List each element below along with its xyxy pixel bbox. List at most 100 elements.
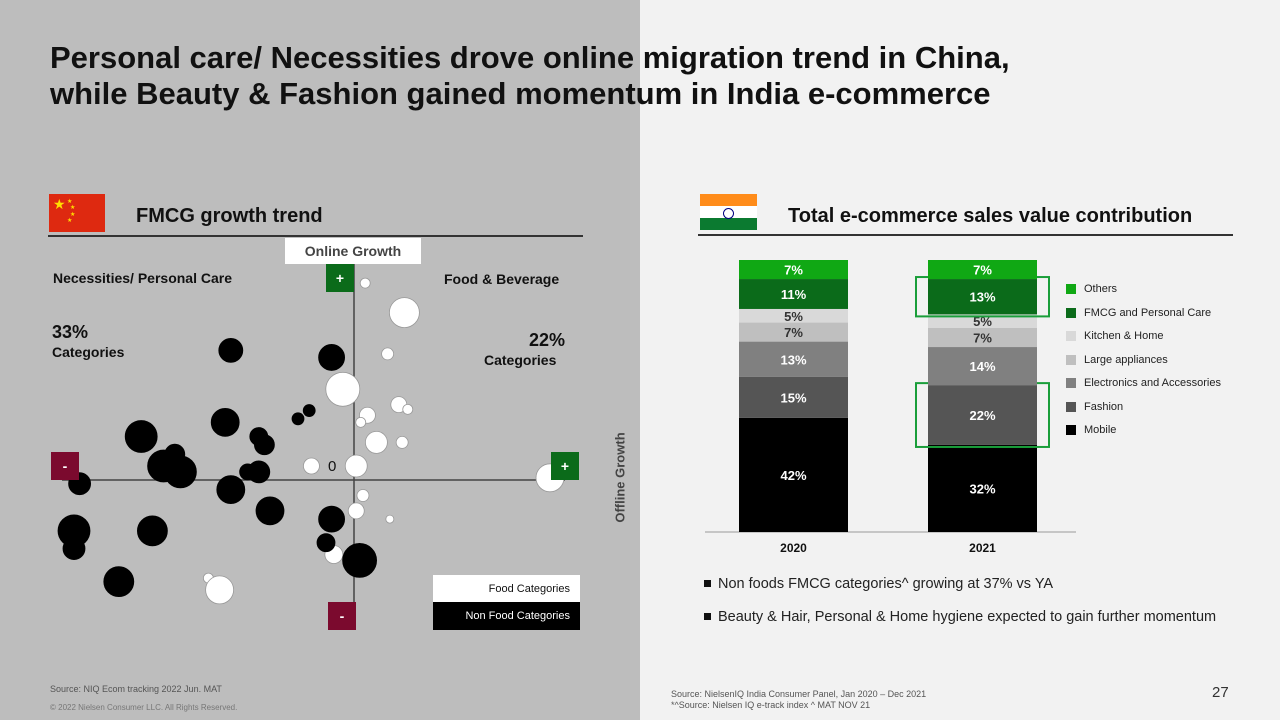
origin-label: 0	[328, 458, 337, 475]
bar-segment-others-2021	[928, 260, 1037, 280]
bar-data-label: 13%	[969, 290, 995, 305]
non-food-category-point	[291, 412, 305, 426]
ecommerce-section-title: Total e-commerce sales value contributio…	[788, 205, 1193, 227]
non-food-category-point	[216, 475, 246, 505]
legend-label: Mobile	[1084, 424, 1117, 436]
right-categories-label: Categories	[484, 352, 557, 368]
bar-segment-electronics-and-accessories-2020	[739, 341, 848, 377]
ecommerce-title-rule	[698, 234, 1233, 236]
food-category-point	[325, 371, 361, 407]
quadrant-right-label: Food & Beverage	[444, 271, 560, 287]
food-category-point	[355, 416, 367, 428]
left-categories-percent: 33%	[52, 322, 89, 342]
bar-data-label: 7%	[784, 325, 803, 340]
non-food-category-point	[302, 404, 316, 417]
bar-data-label: 32%	[969, 481, 995, 496]
bullet-beauty-hair: Beauty & Hair, Personal & Home hygiene e…	[704, 609, 1224, 626]
online-growth-axis-label: Online Growth	[285, 238, 421, 264]
food-category-point	[364, 430, 388, 454]
legend-label: Large appliances	[1084, 353, 1168, 366]
non-food-category-point	[255, 496, 285, 526]
non-food-category-point	[316, 533, 336, 553]
food-category-point	[381, 347, 395, 361]
non-food-category-point	[124, 420, 158, 453]
legend-swatch	[1066, 378, 1076, 388]
bar-segment-large-appliances-2020	[739, 322, 848, 342]
bar-data-label: 7%	[973, 331, 992, 346]
bar-segment-kitchen-home-2020	[739, 308, 848, 323]
food-category-point	[388, 297, 420, 329]
food-category-point	[402, 403, 414, 415]
quadrant-left-label: Necessities/ Personal Care	[53, 270, 232, 286]
food-category-point	[344, 454, 368, 478]
india-source-note: Source: NielsenIQ India Consumer Panel, …	[671, 689, 927, 699]
bar-segment-kitchen-home-2021	[928, 314, 1037, 328]
online-minus-marker: -	[328, 602, 356, 630]
fmcg-title-rule	[48, 235, 583, 237]
non-food-category-point	[62, 537, 86, 560]
legend-item-others: Others	[1066, 283, 1117, 295]
non-food-category-point	[342, 543, 378, 578]
offline-plus-marker: +	[551, 452, 579, 480]
india-source-note-2: *^Source: Nielsen IQ e-track index ^ MAT…	[671, 700, 871, 710]
page-number: 27	[1212, 684, 1229, 701]
food-category-point	[347, 502, 365, 520]
online-plus-marker: +	[326, 264, 354, 292]
legend-swatch	[1066, 284, 1076, 294]
legend-item-fmcg-and-personal-care: FMCG and Personal Care	[1066, 307, 1211, 319]
bar-data-label: 13%	[780, 352, 806, 367]
non-food-category-point	[318, 344, 346, 371]
page-title-line-1: Personal care/ Necessities drove online …	[50, 40, 1010, 75]
bar-segment-mobile-2020	[739, 417, 848, 532]
legend-label: FMCG and Personal Care	[1084, 306, 1212, 319]
legend-label: Fashion	[1084, 400, 1124, 413]
food-category-point	[303, 457, 320, 475]
china-source-note: Source: NIQ Ecom tracking 2022 Jun. MAT	[50, 684, 222, 694]
bar-segment-others-2020	[739, 260, 848, 280]
legend-swatch	[1066, 331, 1076, 341]
bar-data-label: 42%	[780, 468, 806, 483]
bar-data-label: 7%	[784, 263, 803, 278]
legend-item-fashion: Fashion	[1066, 401, 1123, 413]
page-title-line-2: while Beauty & Fashion gained momentum i…	[50, 76, 991, 111]
legend-food-categories: Food Categories	[433, 575, 580, 603]
bar-segment-large-appliances-2021	[928, 328, 1037, 348]
bar-data-label: 14%	[969, 359, 995, 374]
food-category-point	[356, 489, 370, 502]
non-food-category-point	[103, 566, 135, 598]
non-food-category-point	[218, 337, 244, 363]
bar-data-label: 5%	[973, 314, 992, 329]
non-food-category-point	[210, 407, 240, 437]
bar-segment-mobile-2021	[928, 444, 1037, 532]
legend-label: Kitchen & Home	[1084, 330, 1164, 342]
legend-item-kitchen-home: Kitchen & Home	[1066, 330, 1163, 342]
right-categories-percent: 22%	[529, 330, 566, 350]
bullet-non-foods: Non foods FMCG categories^ growing at 37…	[704, 576, 1224, 593]
non-food-category-point	[136, 515, 168, 547]
bar-data-label: 22%	[969, 408, 995, 423]
non-food-category-point	[253, 434, 275, 456]
non-food-category-point	[163, 455, 197, 489]
legend-non-food-categories: Non Food Categories	[433, 602, 580, 630]
bar-segment-fashion-2020	[739, 376, 848, 418]
non-food-category-point	[318, 505, 346, 533]
legend-swatch	[1066, 354, 1076, 365]
legend-item-large-appliances: Large appliances	[1066, 354, 1168, 366]
legend-item-electronics-and-accessories: Electronics and Accessories	[1066, 377, 1221, 389]
non-food-category-point	[239, 463, 257, 481]
bar-segment-fmcg-and-personal-care-2020	[739, 279, 848, 309]
food-category-point	[385, 514, 395, 524]
bar-data-label: 15%	[780, 390, 806, 405]
bar-data-label: 7%	[973, 263, 992, 278]
bar-data-label: 11%	[781, 287, 807, 302]
legend-swatch	[1066, 401, 1076, 412]
legend-label: Electronics and Accessories	[1084, 377, 1221, 389]
bar-segment-fashion-2021	[928, 385, 1037, 445]
copyright-note: © 2022 Nielsen Consumer LLC. All Rights …	[50, 703, 238, 712]
fmcg-section-title: FMCG growth trend	[136, 205, 323, 227]
left-categories-label: Categories	[52, 344, 125, 360]
bar-segment-electronics-and-accessories-2021	[928, 347, 1037, 386]
food-category-point	[395, 435, 409, 449]
legend-swatch	[1066, 307, 1076, 318]
